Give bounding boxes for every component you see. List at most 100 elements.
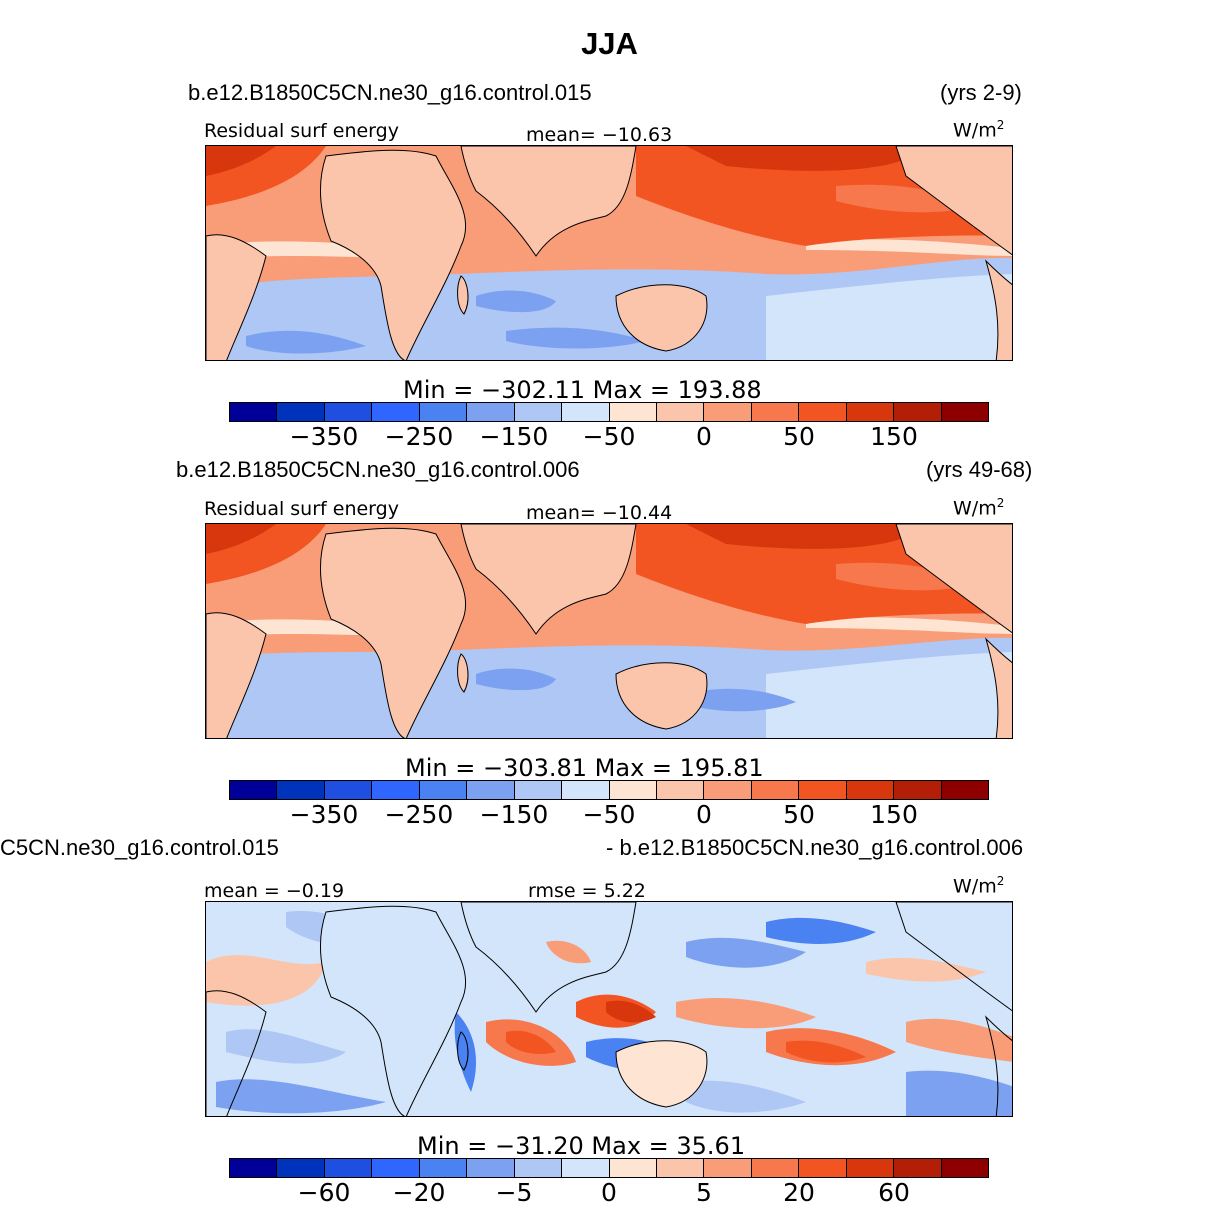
colorbar-tick-label: 150: [870, 800, 918, 829]
colorbar-box: [656, 1159, 705, 1177]
colorbar-box: [894, 403, 942, 421]
panel2-map: [205, 523, 1013, 739]
panel1-mean: mean= −10.63: [526, 124, 673, 146]
panel3-mean: mean = −0.19: [204, 880, 345, 902]
panel1-case-name: b.e12.B1850C5CN.ne30_g16.control.015: [188, 80, 592, 105]
colorbar-box: [230, 781, 278, 799]
colorbar-tick-label: −50: [582, 800, 636, 829]
colorbar-box: [230, 1159, 278, 1177]
colorbar-tick-label: −150: [479, 422, 549, 451]
colorbar-box: [562, 781, 610, 799]
colorbar-box: [372, 1159, 420, 1177]
panel2-minmax: Min = −303.81 Max = 195.81: [405, 754, 764, 782]
panel2-mean: mean= −10.44: [526, 502, 673, 524]
colorbar-box: [704, 1159, 752, 1177]
panel3-colorbar-ticks: −60 −20 −5 0 5 20 60: [0, 1178, 1219, 1208]
colorbar-box: [609, 781, 657, 799]
colorbar-box: [467, 403, 515, 421]
panel1-field: [206, 146, 1012, 360]
panel2-colorbar: [229, 780, 989, 800]
panel2-units: W/m2: [953, 496, 1005, 520]
colorbar-tick-label: −350: [289, 800, 359, 829]
panel2-field: [206, 524, 1012, 738]
colorbar-box: [751, 1159, 800, 1177]
colorbar-tick-label: 50: [783, 800, 815, 829]
panel2-colorbar-ticks: −350 −250 −150 −50 0 50 150: [0, 800, 1219, 830]
colorbar-box: [324, 1159, 373, 1177]
colorbar-box: [799, 781, 847, 799]
panel2-case-name: b.e12.B1850C5CN.ne30_g16.control.006: [176, 457, 580, 482]
colorbar-box: [467, 1159, 515, 1177]
colorbar-box: [514, 781, 563, 799]
colorbar-box: [372, 781, 420, 799]
panel3-field: [206, 902, 1012, 1116]
colorbar-tick-label: 0: [601, 1178, 617, 1207]
colorbar-box: [419, 1159, 468, 1177]
colorbar-box: [562, 1159, 610, 1177]
colorbar-box: [372, 403, 420, 421]
panel1-minmax: Min = −302.11 Max = 193.88: [403, 376, 762, 404]
colorbar-box: [609, 1159, 657, 1177]
colorbar-box: [324, 781, 373, 799]
panel1-variable-name: Residual surf energy: [204, 120, 399, 142]
panel1-map: [205, 145, 1013, 361]
main-title: JJA: [581, 26, 638, 61]
panel1-colorbar: [229, 402, 989, 422]
panel3-case-right: - b.e12.B1850C5CN.ne30_g16.control.006: [606, 835, 1024, 860]
colorbar-box: [230, 403, 278, 421]
colorbar-box: [846, 1159, 895, 1177]
panel3-case-left: C5CN.ne30_g16.control.015: [0, 835, 279, 860]
colorbar-box: [656, 781, 705, 799]
colorbar-tick-label: −350: [289, 422, 359, 451]
colorbar-tick-label: −250: [384, 800, 454, 829]
colorbar-box: [467, 781, 515, 799]
panel3-colorbar: [229, 1158, 989, 1178]
panel1-units: W/m2: [953, 118, 1005, 142]
colorbar-box: [514, 1159, 563, 1177]
colorbar-tick-label: 20: [783, 1178, 815, 1207]
colorbar-box: [324, 403, 373, 421]
colorbar-box: [894, 1159, 942, 1177]
panel2-years: (yrs 49-68): [926, 457, 1033, 482]
colorbar-box: [941, 1159, 988, 1177]
colorbar-box: [514, 403, 563, 421]
colorbar-tick-label: 5: [696, 1178, 712, 1207]
colorbar-box: [419, 403, 468, 421]
panel3-minmax: Min = −31.20 Max = 35.61: [417, 1132, 746, 1160]
colorbar-box: [941, 781, 988, 799]
colorbar-tick-label: 60: [878, 1178, 910, 1207]
colorbar-tick-label: 0: [696, 800, 712, 829]
panel3-map: [205, 901, 1013, 1117]
colorbar-tick-label: −150: [479, 800, 549, 829]
colorbar-box: [894, 781, 942, 799]
colorbar-box: [846, 781, 895, 799]
colorbar-box: [751, 781, 800, 799]
colorbar-box: [609, 403, 657, 421]
panel3-units: W/m2: [953, 874, 1005, 898]
colorbar-tick-label: −250: [384, 422, 454, 451]
colorbar-box: [656, 403, 705, 421]
colorbar-tick-label: 50: [783, 422, 815, 451]
colorbar-box: [562, 403, 610, 421]
colorbar-box: [751, 403, 800, 421]
colorbar-box: [941, 403, 988, 421]
colorbar-tick-label: −50: [582, 422, 636, 451]
colorbar-tick-label: −20: [392, 1178, 446, 1207]
panel1-years: (yrs 2-9): [940, 80, 1022, 105]
colorbar-box: [704, 781, 752, 799]
panel1-colorbar-ticks: −350 −250 −150 −50 0 50 150: [0, 422, 1219, 452]
colorbar-box: [277, 1159, 325, 1177]
colorbar-box: [799, 1159, 847, 1177]
colorbar-box: [799, 403, 847, 421]
colorbar-box: [846, 403, 895, 421]
colorbar-tick-label: −5: [495, 1178, 533, 1207]
colorbar-tick-label: −60: [297, 1178, 351, 1207]
colorbar-box: [277, 403, 325, 421]
colorbar-box: [704, 403, 752, 421]
colorbar-tick-label: 150: [870, 422, 918, 451]
colorbar-tick-label: 0: [696, 422, 712, 451]
panel2-variable-name: Residual surf energy: [204, 498, 399, 520]
colorbar-box: [419, 781, 468, 799]
colorbar-box: [277, 781, 325, 799]
panel3-rmse: rmse = 5.22: [528, 880, 646, 902]
